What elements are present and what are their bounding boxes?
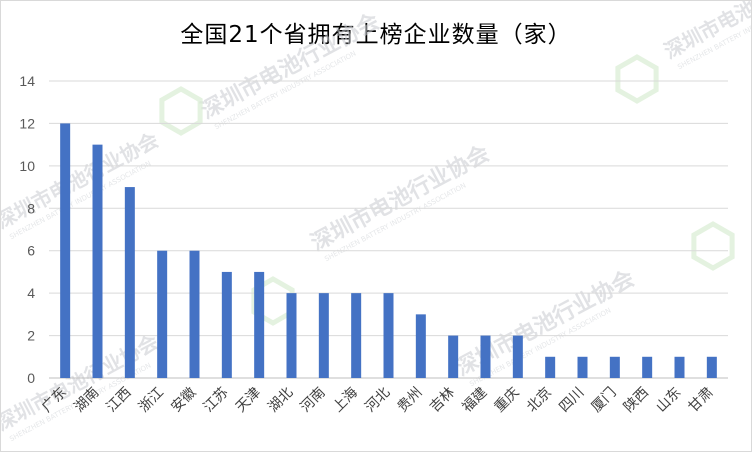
x-category-label: 天津 xyxy=(233,385,264,416)
bar xyxy=(545,356,556,378)
x-category-label: 江苏 xyxy=(201,385,232,416)
y-tick-label: 8 xyxy=(27,200,35,216)
x-category-label: 贵州 xyxy=(395,385,426,416)
bar xyxy=(92,144,103,378)
y-tick-label: 2 xyxy=(27,328,35,344)
x-category-label: 浙江 xyxy=(136,385,167,416)
x-category-label: 甘肃 xyxy=(686,385,717,416)
bar xyxy=(318,293,329,378)
x-category-label: 厦门 xyxy=(589,385,620,416)
y-tick-label: 10 xyxy=(19,158,35,174)
bar xyxy=(706,356,717,378)
x-category-label: 福建 xyxy=(459,385,490,416)
watermark-text: 深圳市电池行业协会 xyxy=(197,8,384,124)
x-category-label: 山东 xyxy=(653,385,684,416)
y-tick-label: 6 xyxy=(27,243,35,259)
x-category-label: 陕西 xyxy=(621,385,652,416)
bar xyxy=(448,335,459,378)
bar xyxy=(60,123,71,378)
x-category-label: 上海 xyxy=(330,385,361,416)
watermark-text: 深圳市电池行业协会 xyxy=(1,330,162,436)
watermark-logo-icon xyxy=(615,54,659,104)
x-category-label: 重庆 xyxy=(492,385,523,416)
watermark-text: 深圳市电池行业协会 xyxy=(1,128,162,234)
bar xyxy=(383,293,394,378)
y-tick-label: 14 xyxy=(19,73,35,89)
y-tick-label: 12 xyxy=(19,115,35,131)
chart-title: 全国21个省拥有上榜企业数量（家） xyxy=(180,22,572,48)
bar xyxy=(221,271,232,378)
bar xyxy=(674,356,685,378)
x-category-label: 湖北 xyxy=(265,385,296,416)
bar xyxy=(415,314,426,378)
y-tick-label: 4 xyxy=(27,285,35,301)
bar xyxy=(286,293,297,378)
x-category-label: 河南 xyxy=(298,385,329,416)
bar xyxy=(157,250,168,378)
y-axis-ticks: 0 2 4 6 8 10 12 14 xyxy=(19,73,35,386)
watermark-logo-icon xyxy=(691,221,735,271)
x-category-label: 四川 xyxy=(556,385,587,416)
watermark-logo-icon xyxy=(251,276,295,326)
bar xyxy=(609,356,620,378)
y-tick-label: 0 xyxy=(27,370,35,386)
x-category-label: 河北 xyxy=(362,385,393,416)
bar xyxy=(189,250,200,378)
bar xyxy=(577,356,588,378)
watermark-logo-icon xyxy=(159,86,203,136)
bar xyxy=(642,356,653,378)
bar xyxy=(351,293,362,378)
bar xyxy=(512,335,523,378)
bar xyxy=(480,335,491,378)
x-axis-labels: 广东 湖南 江西 浙江 安徽 江苏 天津 湖北 河南 上海 河北 贵州 吉林 福建 重庆 北京 四川 厦门 陕西 山东… xyxy=(39,385,717,416)
bars xyxy=(60,123,717,378)
x-category-label: 北京 xyxy=(524,385,555,416)
watermark-text: 深圳市电池行业协会 xyxy=(307,140,494,256)
bar xyxy=(254,271,265,378)
x-category-label: 安徽 xyxy=(168,385,199,416)
bar xyxy=(124,187,135,378)
x-category-label: 吉林 xyxy=(427,385,458,416)
